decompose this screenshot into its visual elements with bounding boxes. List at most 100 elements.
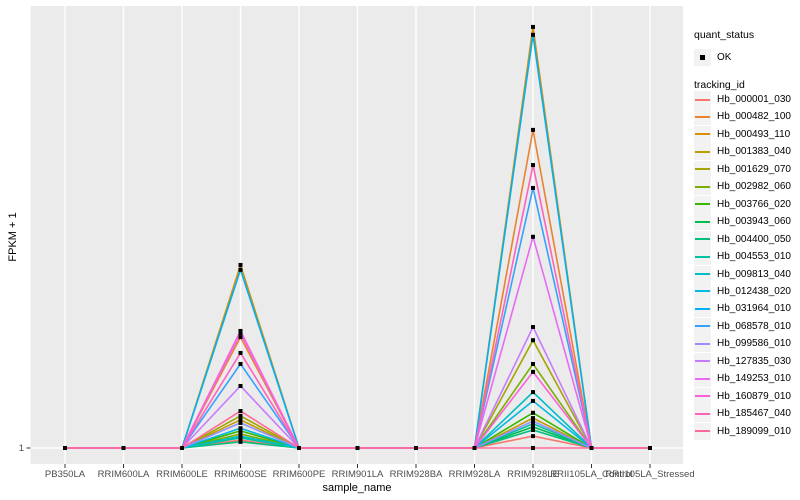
data-point bbox=[531, 419, 535, 424]
data-point bbox=[238, 417, 243, 422]
data-point bbox=[297, 446, 301, 450]
legend-line-swatch bbox=[695, 360, 710, 363]
data-point bbox=[531, 163, 535, 168]
data-point bbox=[414, 446, 418, 450]
legend-line-swatch bbox=[695, 273, 710, 275]
legend-line-swatch bbox=[695, 220, 710, 223]
legend-label-Hb_000482_100: Hb_000482_100 bbox=[717, 111, 791, 123]
data-point bbox=[531, 427, 535, 432]
legend-line-swatch bbox=[695, 290, 710, 293]
legend-key-Hb_185467_040 bbox=[694, 405, 711, 423]
data-point bbox=[238, 431, 243, 436]
data-point bbox=[648, 446, 652, 450]
data-point bbox=[531, 325, 535, 329]
legend-panel: quant_status OK tracking_id Hb_000001_03… bbox=[690, 0, 800, 500]
plot-panel bbox=[30, 6, 683, 464]
data-point bbox=[238, 426, 243, 431]
data-point bbox=[531, 434, 535, 439]
legend-label-Hb_001383_040: Hb_001383_040 bbox=[717, 146, 791, 158]
legend-key-Hb_001629_070 bbox=[694, 160, 711, 178]
legend-line-swatch bbox=[695, 377, 710, 380]
data-point bbox=[531, 32, 535, 37]
legend-label-Hb_000493_110: Hb_000493_110 bbox=[717, 128, 791, 140]
data-point bbox=[238, 409, 243, 414]
legend-line-swatch bbox=[695, 98, 710, 101]
data-point bbox=[531, 410, 535, 415]
data-point bbox=[238, 331, 243, 336]
legend-label-Hb_003766_020: Hb_003766_020 bbox=[717, 198, 791, 210]
legend-label-Hb_009813_040: Hb_009813_040 bbox=[717, 268, 791, 280]
data-point bbox=[589, 446, 594, 450]
data-point bbox=[531, 369, 535, 374]
data-point bbox=[180, 446, 184, 450]
legend-label-Hb_185467_040: Hb_185467_040 bbox=[717, 408, 791, 420]
legend-label-Hb_000001_030: Hb_000001_030 bbox=[717, 94, 791, 105]
data-point bbox=[531, 398, 535, 403]
legend-label-Hb_149253_010: Hb_149253_010 bbox=[717, 373, 791, 385]
data-point bbox=[238, 434, 243, 439]
data-point bbox=[238, 335, 243, 340]
legend-line-swatch bbox=[695, 342, 710, 345]
legend-key-Hb_160879_010 bbox=[694, 387, 711, 405]
legend-label-Hb_127835_030: Hb_127835_030 bbox=[717, 355, 791, 367]
x-tick-label-PB350LA: PB350LA bbox=[44, 469, 86, 480]
data-point bbox=[121, 446, 126, 450]
data-point bbox=[238, 267, 243, 272]
legend-line-swatch bbox=[695, 168, 710, 171]
legend-title-quant-status: quant_status bbox=[694, 29, 755, 41]
data-point bbox=[531, 416, 535, 421]
data-point bbox=[238, 439, 243, 444]
x-tick-label-RRIM600SE: RRIM600SE bbox=[214, 469, 267, 480]
x-tick-label-RRII105LA_Stressed: RRII105LA_Stressed bbox=[605, 469, 695, 480]
legend-label-Hb_002982_060: Hb_002982_060 bbox=[717, 181, 791, 193]
legend-line-swatch bbox=[695, 133, 710, 136]
legend-line-swatch bbox=[695, 115, 710, 118]
x-tick-label-RRIM600LE: RRIM600LE bbox=[156, 469, 208, 480]
data-point bbox=[531, 446, 535, 450]
legend-label-Hb_004400_050: Hb_004400_050 bbox=[717, 233, 791, 245]
x-tick-label-RRIM928LE: RRIM928LE bbox=[507, 469, 559, 480]
legend-key-Hb_189099_010 bbox=[694, 422, 711, 440]
legend-key-Hb_000493_110 bbox=[694, 125, 711, 143]
legend-label-ok: OK bbox=[717, 52, 732, 63]
legend-key-Hb_000482_100 bbox=[694, 108, 711, 126]
legend-line-swatch bbox=[695, 203, 710, 206]
legend-label-Hb_160879_010: Hb_160879_010 bbox=[717, 390, 791, 402]
data-point bbox=[531, 424, 535, 429]
data-point bbox=[531, 24, 535, 29]
legend-label-Hb_068578_010: Hb_068578_010 bbox=[717, 320, 791, 332]
x-tick-label-RRIM600LA: RRIM600LA bbox=[97, 469, 150, 480]
legend-line-swatch bbox=[695, 150, 710, 153]
x-axis-title: sample_name bbox=[322, 482, 392, 494]
data-point bbox=[238, 350, 243, 355]
data-point bbox=[355, 446, 360, 450]
legend-key-Hb_127835_030 bbox=[694, 352, 711, 370]
legend-key-Hb_031964_010 bbox=[694, 300, 711, 318]
data-point bbox=[531, 127, 535, 132]
x-tick-label-RRII105LA_Control: RRII105LA_Control bbox=[550, 469, 633, 480]
data-point bbox=[531, 361, 535, 366]
data-point bbox=[472, 446, 477, 450]
legend-key-Hb_000001_030 bbox=[694, 91, 711, 108]
data-point bbox=[238, 383, 243, 388]
y-tick-label-1: 1 bbox=[18, 442, 24, 454]
legend-line-swatch bbox=[695, 430, 710, 433]
legend-key-quant-status-ok bbox=[694, 49, 711, 66]
data-point bbox=[531, 390, 535, 395]
legend-label-Hb_189099_010: Hb_189099_010 bbox=[717, 425, 791, 437]
x-axis-tick-labels: PB350LA RRIM600LA RRIM600LE RRIM600SE RRIM60… bbox=[0, 469, 800, 483]
legend-key-Hb_004553_010 bbox=[694, 248, 711, 266]
legend-line-swatch bbox=[695, 238, 710, 241]
legend-label-Hb_099586_010: Hb_099586_010 bbox=[717, 338, 791, 350]
data-point bbox=[531, 185, 535, 190]
legend-key-Hb_003766_020 bbox=[694, 195, 711, 213]
x-tick-label-RRIM600PE: RRIM600PE bbox=[272, 469, 326, 480]
data-point bbox=[63, 446, 67, 450]
legend-line-swatch bbox=[695, 325, 710, 328]
x-tick-label-RRIM928BA: RRIM928BA bbox=[389, 469, 443, 480]
legend-line-swatch bbox=[695, 395, 710, 398]
data-point bbox=[531, 338, 535, 343]
data-point bbox=[238, 420, 243, 425]
